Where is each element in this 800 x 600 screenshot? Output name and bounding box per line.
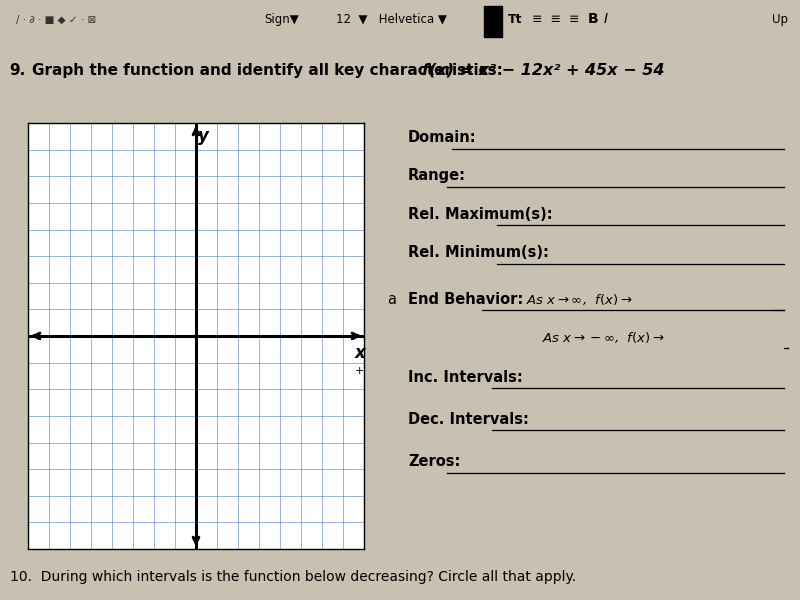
Text: Tt: Tt bbox=[508, 13, 522, 26]
Text: I: I bbox=[604, 13, 608, 26]
Text: Up: Up bbox=[772, 13, 788, 26]
Text: 10.  During which intervals is the function below decreasing? Circle all that ap: 10. During which intervals is the functi… bbox=[10, 569, 576, 584]
Text: As $x \rightarrow -\infty$,  $f(x) \rightarrow$: As $x \rightarrow -\infty$, $f(x) \right… bbox=[542, 329, 666, 344]
Text: / · ∂ · ■ ◆ ✓ · ⊠: / · ∂ · ■ ◆ ✓ · ⊠ bbox=[16, 14, 96, 25]
Text: Graph the function and identify all key characteristics:: Graph the function and identify all key … bbox=[32, 62, 503, 77]
Text: End Behavior:: End Behavior: bbox=[408, 292, 523, 307]
Text: ≡  ≡  ≡: ≡ ≡ ≡ bbox=[532, 13, 579, 26]
Bar bbox=[484, 7, 502, 37]
Text: Domain:: Domain: bbox=[408, 130, 477, 145]
Text: 12  ▼   Helvetica ▼: 12 ▼ Helvetica ▼ bbox=[336, 13, 447, 26]
Text: B: B bbox=[588, 13, 598, 26]
Text: Inc. Intervals:: Inc. Intervals: bbox=[408, 370, 522, 385]
Text: Dec. Intervals:: Dec. Intervals: bbox=[408, 412, 529, 427]
Text: a: a bbox=[387, 292, 397, 307]
Text: Rel. Minimum(s):: Rel. Minimum(s): bbox=[408, 245, 549, 260]
Text: Range:: Range: bbox=[408, 168, 466, 183]
Text: f(x) = x³ − 12x² + 45x − 54: f(x) = x³ − 12x² + 45x − 54 bbox=[422, 62, 665, 77]
Text: y: y bbox=[198, 127, 209, 145]
Text: As $x \rightarrow \infty$,  $f(x) \rightarrow$: As $x \rightarrow \infty$, $f(x) \righta… bbox=[526, 292, 633, 307]
Text: Zeros:: Zeros: bbox=[408, 454, 460, 469]
Text: x: x bbox=[354, 344, 365, 362]
Text: Rel. Maximum(s):: Rel. Maximum(s): bbox=[408, 206, 553, 221]
Text: +: + bbox=[355, 365, 365, 376]
Text: 9.: 9. bbox=[10, 62, 26, 77]
Text: Sign▼: Sign▼ bbox=[264, 13, 298, 26]
